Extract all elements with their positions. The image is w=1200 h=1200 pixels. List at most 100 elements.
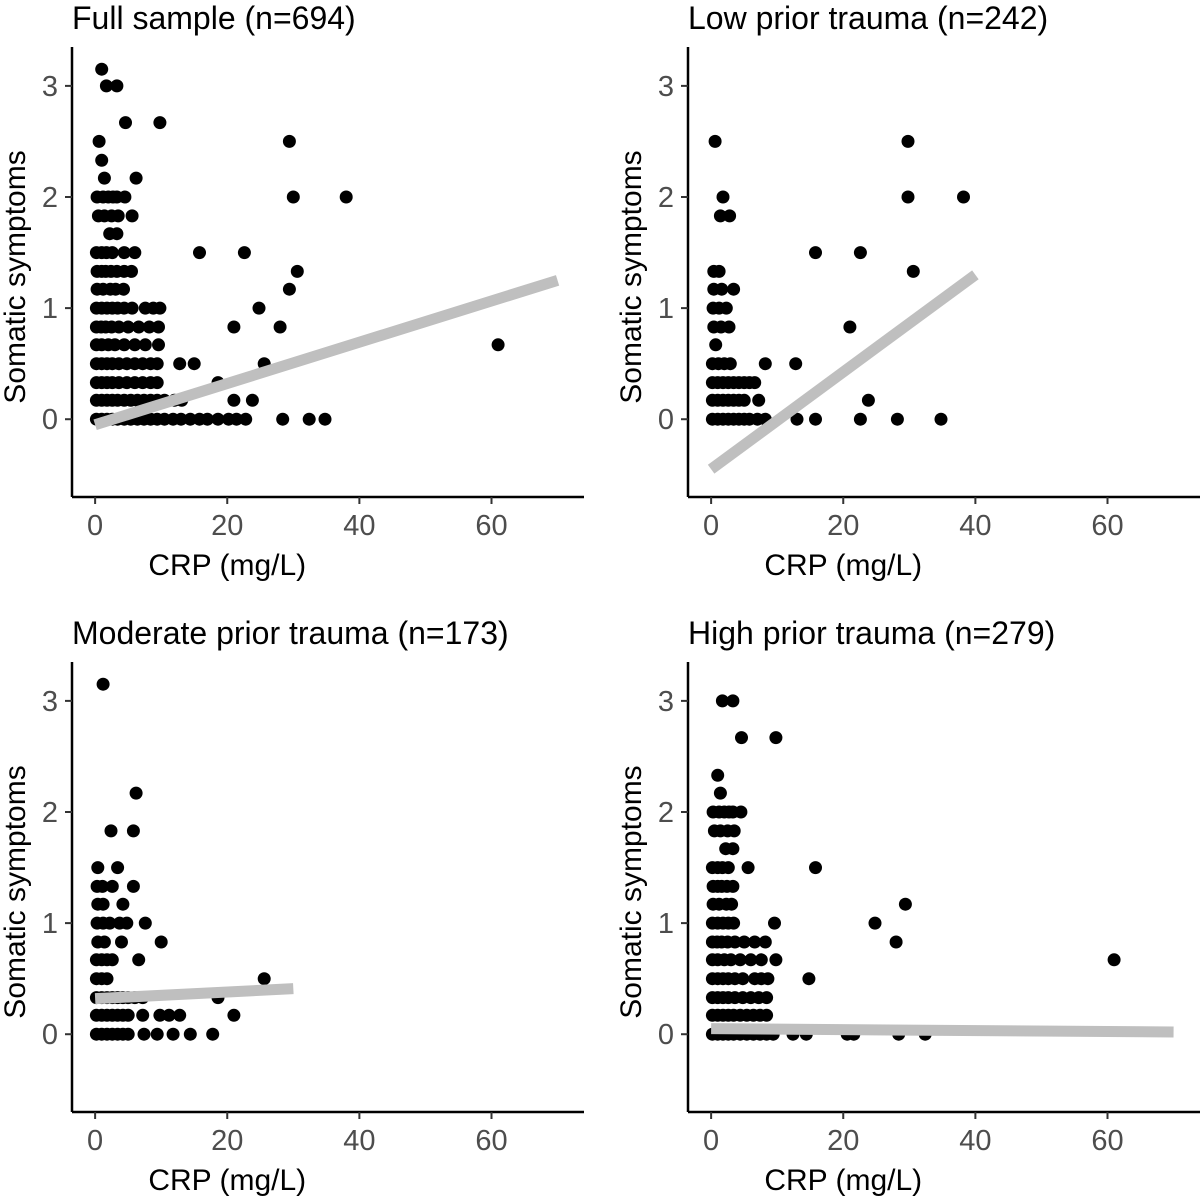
data-point: [727, 824, 741, 838]
data-point: [227, 1008, 241, 1022]
data-point: [104, 824, 118, 838]
y-tick-label: 0: [658, 404, 674, 436]
data-point: [142, 320, 156, 334]
data-point: [129, 171, 143, 185]
data-point: [868, 916, 882, 930]
data-point: [111, 209, 125, 223]
x-tick-label: 60: [475, 510, 507, 542]
data-point: [752, 393, 766, 407]
x-tick-label: 40: [343, 510, 375, 542]
data-point: [789, 357, 803, 371]
y-axis-title: Somatic symptoms: [615, 765, 648, 1018]
data-point: [853, 246, 867, 260]
y-tick-label: 1: [42, 908, 58, 940]
data-point: [737, 393, 751, 407]
fit-line: [707, 270, 979, 474]
x-tick-label: 0: [703, 510, 719, 542]
data-point: [119, 116, 132, 130]
data-point: [173, 357, 187, 371]
data-point: [724, 953, 738, 967]
data-point: [727, 916, 741, 930]
data-point: [230, 412, 243, 426]
data-point: [901, 134, 915, 148]
data-point: [173, 1008, 187, 1022]
data-point: [282, 282, 296, 296]
x-tick-label: 0: [87, 1125, 103, 1157]
data-point: [153, 116, 167, 130]
data-point: [491, 338, 505, 352]
data-point: [735, 731, 748, 745]
y-tick-label: 1: [658, 293, 674, 325]
data-point: [97, 171, 111, 185]
data-point: [125, 209, 139, 223]
data-point: [290, 264, 304, 278]
data-point: [118, 190, 132, 204]
data-point: [768, 916, 781, 930]
y-tick-label: 2: [658, 797, 674, 829]
data-point: [162, 1008, 176, 1022]
data-point: [239, 412, 253, 426]
data-point: [713, 786, 727, 800]
data-point: [708, 134, 722, 148]
y-axis-title: Somatic symptoms: [615, 150, 648, 403]
data-point: [137, 1027, 151, 1041]
data-point: [245, 393, 259, 407]
y-axis-title: Somatic symptoms: [0, 150, 32, 403]
data-point: [719, 301, 733, 315]
data-point: [96, 677, 110, 691]
y-tick-label: 3: [42, 71, 58, 103]
data-point: [809, 861, 822, 875]
panel-title: Full sample (n=694): [72, 0, 356, 36]
x-tick-label: 0: [87, 510, 103, 542]
data-point: [91, 861, 105, 875]
data-point: [126, 879, 140, 893]
data-point: [754, 953, 768, 967]
data-point: [737, 935, 751, 949]
data-point: [183, 1027, 197, 1041]
data-point: [200, 412, 214, 426]
data-point: [111, 861, 125, 875]
panel-title: Moderate prior trauma (n=173): [72, 615, 509, 651]
data-point: [286, 190, 300, 204]
data-point: [150, 1027, 164, 1041]
data-point: [153, 301, 167, 315]
data-point: [758, 935, 772, 949]
x-tick-label: 60: [475, 1125, 507, 1157]
data-point: [733, 953, 747, 967]
data-point: [138, 916, 152, 930]
data-point: [713, 209, 727, 223]
data-point: [153, 1008, 167, 1022]
data-point: [723, 357, 737, 371]
x-axis-title: CRP (mg/L): [764, 549, 922, 582]
data-point: [716, 190, 730, 204]
data-point: [769, 953, 783, 967]
data-point: [174, 412, 188, 426]
data-point: [802, 972, 816, 986]
data-point: [105, 879, 119, 893]
data-point: [97, 935, 111, 949]
x-tick-label: 60: [1091, 1125, 1123, 1157]
data-point: [711, 768, 725, 782]
x-tick-label: 20: [827, 1125, 859, 1157]
panel-4: High prior trauma (n=279) 0 20 40 60 0 1 2 3 CRP …: [615, 615, 1200, 1197]
data-point: [790, 412, 804, 426]
data-point: [112, 320, 126, 334]
data-point: [744, 953, 758, 967]
data-point: [125, 264, 138, 278]
data-point: [193, 246, 206, 260]
data-point: [734, 805, 748, 819]
y-tick-label: 2: [658, 182, 674, 214]
data-point: [152, 338, 165, 352]
data-point: [741, 861, 755, 875]
x-axis-title: CRP (mg/L): [148, 1164, 306, 1197]
x-tick-label: 40: [959, 1125, 991, 1157]
data-point: [132, 320, 146, 334]
data-point: [211, 412, 225, 426]
data-point: [273, 320, 287, 334]
data-point: [901, 190, 915, 204]
data-point: [128, 246, 142, 260]
y-tick-label: 3: [42, 686, 58, 718]
data-point: [125, 301, 139, 315]
data-point: [257, 972, 271, 986]
points-group: [705, 694, 1121, 1041]
